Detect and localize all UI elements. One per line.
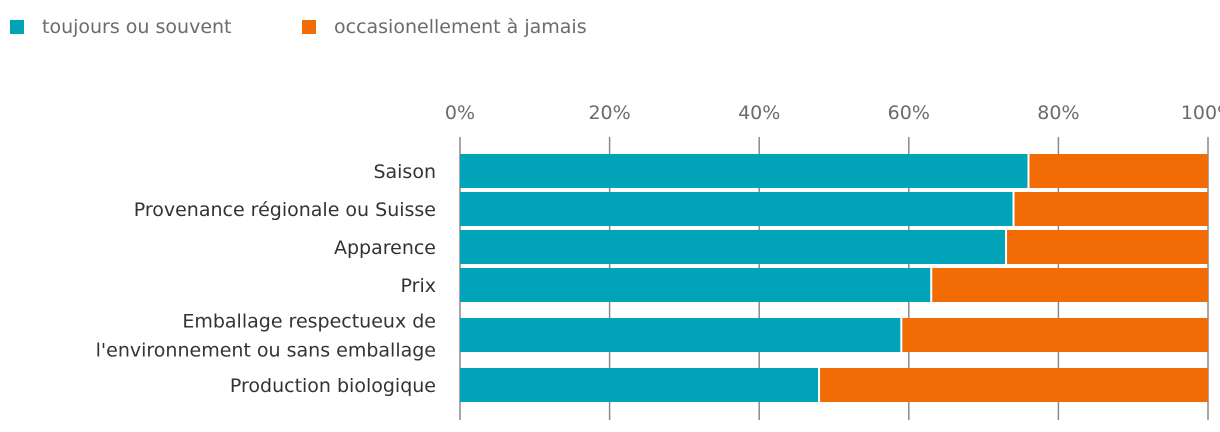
bar-segment — [460, 192, 1013, 226]
bar-segment — [460, 318, 901, 352]
legend-label: toujours ou souvent — [42, 16, 232, 38]
bar-segment — [1029, 154, 1208, 188]
x-tick-label: 80% — [1037, 102, 1079, 124]
category-label: l'environnement ou sans emballage — [96, 340, 436, 362]
legend-swatch — [10, 20, 24, 34]
x-tick-label: 0% — [445, 102, 475, 124]
bar-segment — [460, 368, 819, 402]
category-label: Provenance régionale ou Suisse — [134, 199, 436, 221]
bar-segment — [460, 154, 1028, 188]
category-label: Production biologique — [230, 375, 436, 397]
category-label: Saison — [373, 161, 436, 183]
x-axis-ticks: 0% 20% 40% 60% 80% 100% — [445, 102, 1220, 124]
category-label: Prix — [401, 275, 436, 297]
bar-segment — [902, 318, 1208, 352]
bar-segment — [932, 268, 1208, 302]
bar-segment — [1007, 230, 1208, 264]
x-tick-label: 40% — [738, 102, 780, 124]
legend-swatch — [302, 20, 316, 34]
bars — [460, 154, 1208, 402]
bar-segment — [1014, 192, 1208, 226]
category-label: Apparence — [334, 237, 436, 259]
legend: toujours ou souvent occasionellement à ja… — [10, 16, 587, 38]
category-labels: Saison Provenance régionale ou Suisse Appa… — [96, 161, 436, 397]
bar-segment — [460, 268, 931, 302]
category-label: Emballage respectueux de — [182, 311, 436, 333]
x-tick-label: 100% — [1181, 102, 1220, 124]
legend-label: occasionellement à jamais — [334, 16, 587, 38]
bar-segment — [820, 368, 1208, 402]
x-tick-label: 60% — [888, 102, 930, 124]
bar-segment — [460, 230, 1006, 264]
x-tick-label: 20% — [588, 102, 630, 124]
